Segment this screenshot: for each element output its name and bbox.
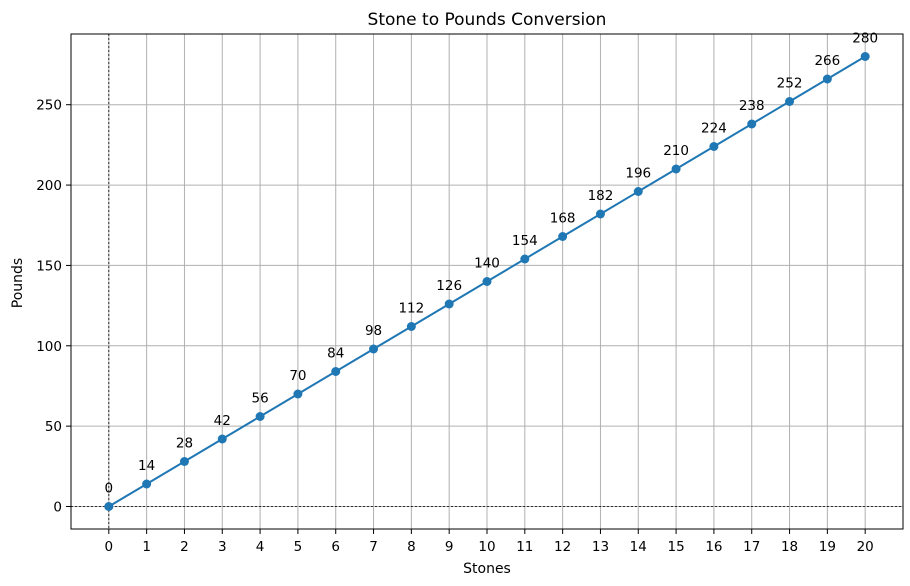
data-labels: 0 14 28 42 56 70 84 98 112 126 140 154 168 182 196 210 2… [105,31,879,497]
data-label: 224 [701,121,727,137]
x-tick-label: 16 [705,539,722,555]
y-axis: 0 50 100 150 200 250 [36,98,71,516]
data-label: 28 [176,436,193,452]
data-label: 14 [138,458,155,474]
x-tick-label: 18 [781,539,798,555]
data-label: 154 [512,233,538,249]
x-tick-label: 4 [256,539,265,555]
y-tick-label: 100 [36,339,62,355]
data-label: 140 [474,256,500,272]
x-tick-label: 10 [478,539,495,555]
data-label: 70 [289,368,306,384]
x-tick-label: 17 [743,539,760,555]
data-label: 126 [436,278,462,294]
x-tick-label: 0 [105,539,114,555]
x-tick-label: 3 [218,539,227,555]
x-tick-label: 15 [667,539,684,555]
data-label: 182 [588,188,614,204]
data-label: 84 [327,346,344,362]
x-tick-label: 9 [445,539,454,555]
data-label: 210 [663,143,689,159]
chart-title: Stone to Pounds Conversion [368,10,607,30]
data-point [520,254,530,264]
data-label: 168 [550,211,576,227]
data-point [595,209,605,219]
data-label: 252 [777,76,803,92]
data-label: 112 [398,301,424,317]
data-point [558,232,568,241]
x-tick-label: 5 [294,539,303,555]
x-tick-label: 8 [407,539,416,555]
data-point [482,277,492,286]
data-point [255,412,265,421]
data-point [369,344,379,354]
reference-lines [71,34,903,529]
x-tick-label: 1 [142,539,151,555]
data-point [785,97,795,106]
y-tick-label: 250 [36,98,62,114]
x-tick-label: 6 [331,539,340,555]
data-point [406,322,416,331]
y-tick-label: 50 [45,419,62,435]
x-axis: 0 1 2 3 4 5 6 7 8 9 10 11 12 13 14 15 16 17 18 19 20 [105,529,874,555]
data-point [179,457,189,466]
x-tick-label: 11 [516,539,533,555]
data-label: 280 [852,31,878,47]
data-label: 238 [739,98,765,114]
data-point [293,389,303,399]
x-tick-label: 12 [554,539,571,555]
x-tick-label: 19 [819,539,836,555]
data-point [217,434,227,444]
series [104,52,870,511]
x-tick-label: 14 [630,539,647,555]
y-axis-label: Pounds [10,258,26,308]
data-point [747,119,757,129]
data-point [444,299,454,309]
y-tick-label: 0 [53,500,62,516]
data-label: 56 [251,391,268,407]
data-label: 98 [365,323,382,339]
y-tick-label: 150 [36,258,62,274]
data-label: 0 [105,481,114,497]
data-point [709,142,719,151]
data-point [331,367,341,376]
x-tick-label: 20 [857,539,874,555]
x-tick-label: 2 [180,539,189,555]
data-point [860,52,870,61]
x-tick-label: 13 [592,539,609,555]
data-point [671,164,681,174]
data-point [104,502,114,511]
data-point [633,187,643,196]
x-tick-label: 7 [369,539,378,555]
data-point [142,479,152,489]
data-label: 196 [625,166,651,182]
data-label: 42 [214,413,231,429]
x-axis-label: Stones [463,561,511,577]
data-label: 266 [814,53,840,69]
data-point [822,74,832,84]
y-tick-label: 200 [36,178,62,194]
